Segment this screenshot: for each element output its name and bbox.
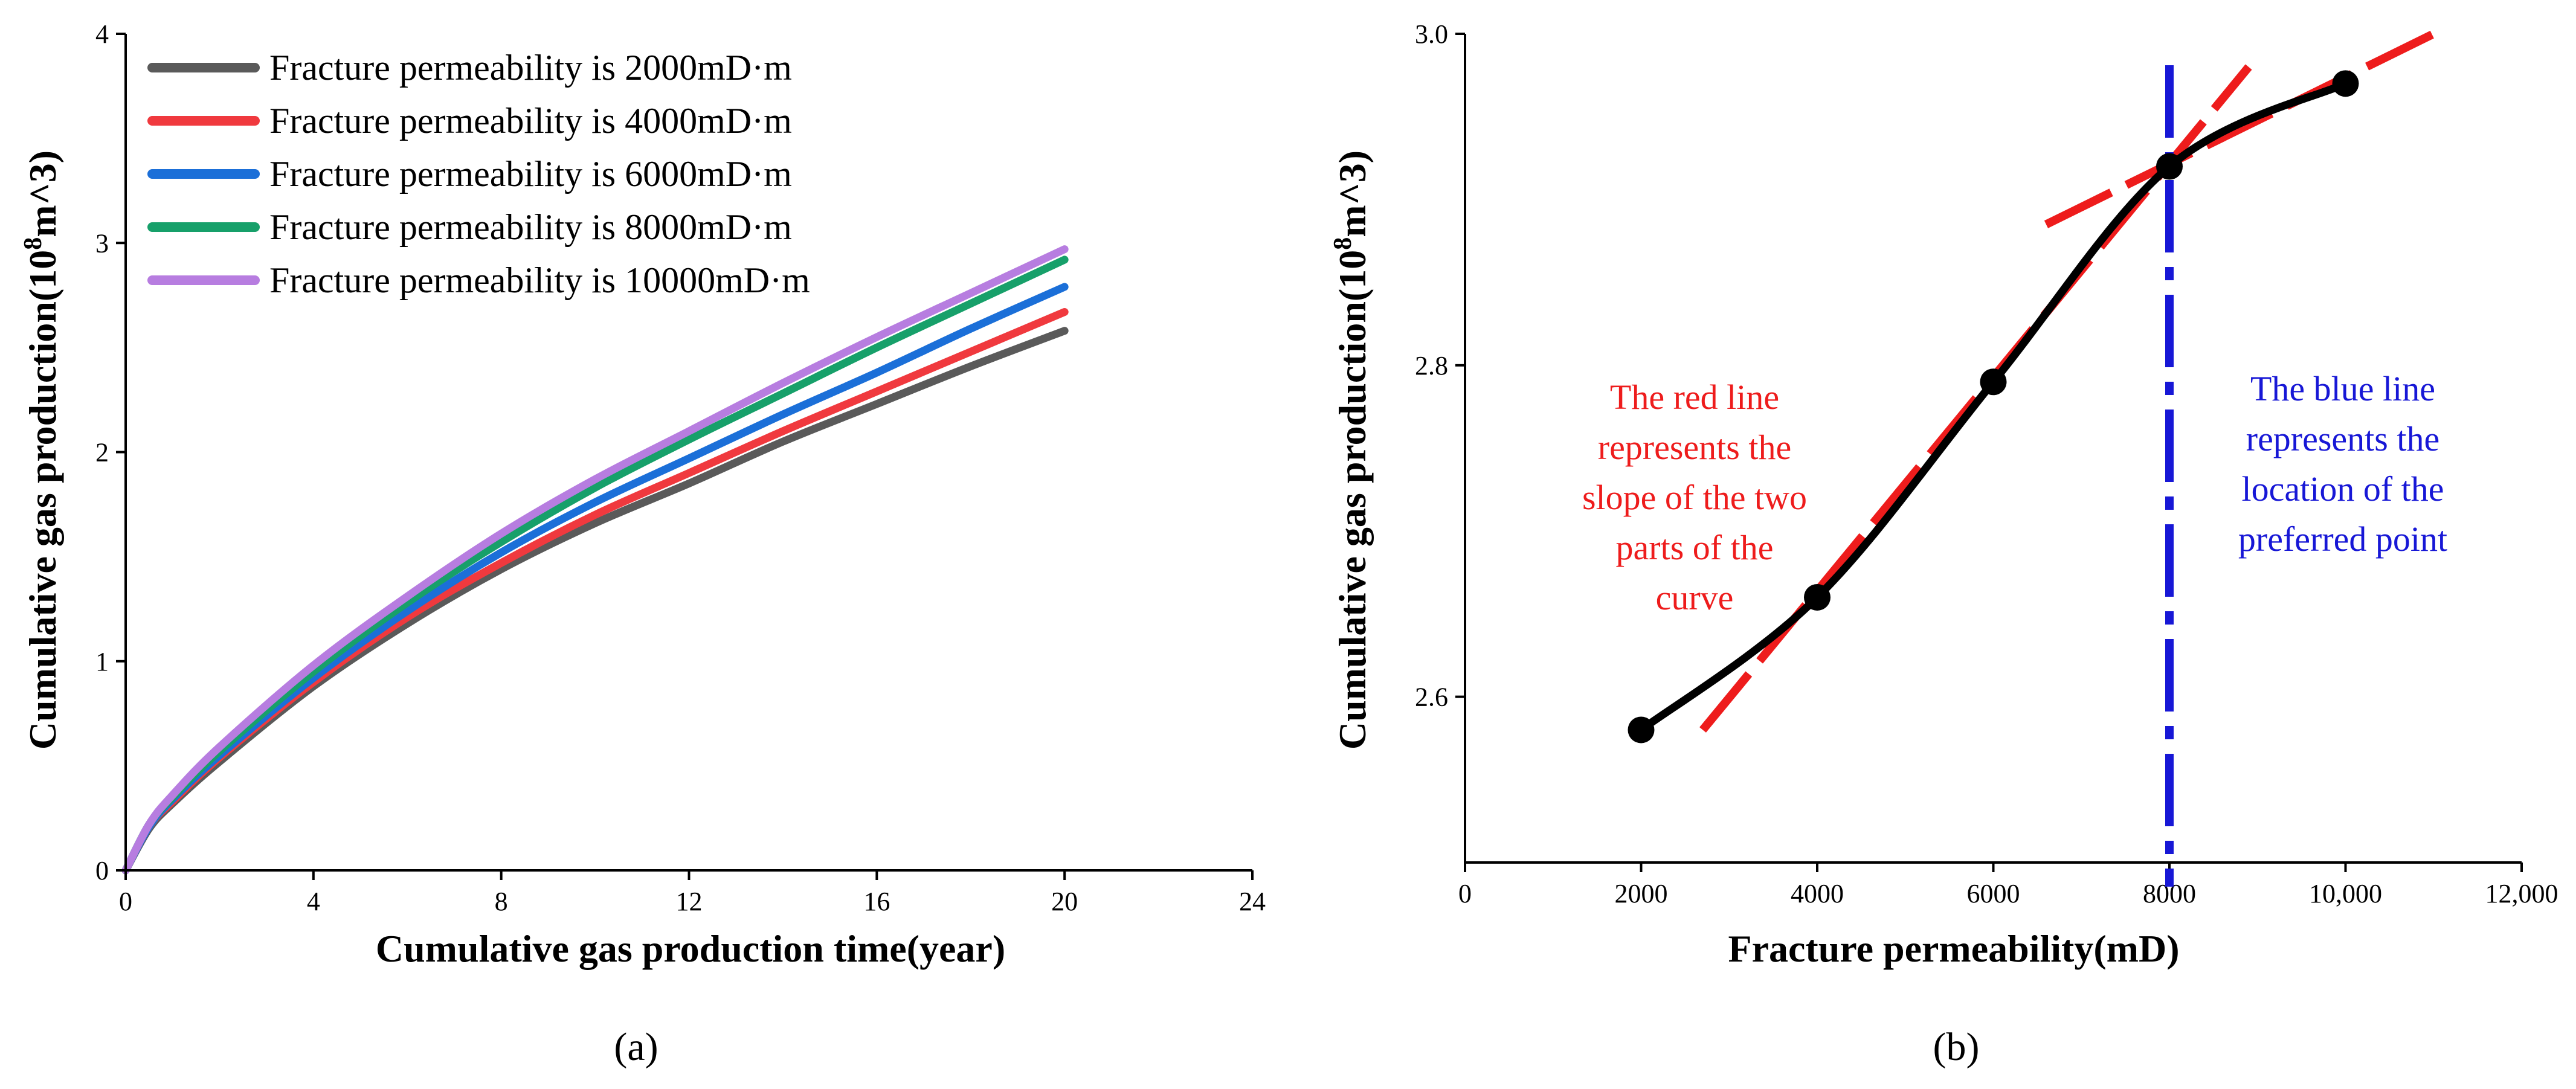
panel-a-legend-label: Fracture permeability is 4000mD·m (269, 101, 792, 141)
panel-a-x-tick-label: 20 (1051, 887, 1078, 916)
panel-a-x-tick-label: 0 (119, 887, 132, 916)
panel-b-x-tick-label: 6000 (1967, 879, 2020, 908)
panel-b-y-tick-label: 2.8 (1415, 351, 1448, 381)
panel-a-x-ticks: 0 4 8 12 16 20 24 (119, 870, 1266, 916)
panel-b-annotation-red-line: parts of the (1616, 528, 1774, 567)
panel-a-y-tick-label: 2 (95, 438, 109, 467)
panel-b-data-point (1980, 368, 2007, 396)
panel-b-x-tick-label: 12,000 (2485, 879, 2558, 908)
panel-a-legend: Fracture permeability is 2000mD·m Fractur… (147, 48, 810, 300)
panel-b-x-tick-label: 10,000 (2309, 879, 2382, 908)
panel-a-legend-label: Fracture permeability is 8000mD·m (269, 207, 792, 247)
panel-a-y-tick-label: 4 (95, 19, 109, 49)
panel-b-x-ticks: 0 2000 4000 6000 8000 10,000 12,000 (1458, 863, 2558, 908)
panel-a-x-tick-label: 8 (495, 887, 508, 916)
panel-a-y-tick-label: 1 (95, 647, 109, 676)
panel-a-y-ticks: 0 1 2 3 4 (95, 19, 126, 885)
panel-a-series-line (121, 245, 1069, 875)
panel-b-annotation-blue-line: represents the (2246, 419, 2439, 458)
panel-b-x-tick-label: 4000 (1791, 879, 1844, 908)
panel-b-data-point (1628, 716, 1655, 744)
panel-b-red-slope-line (2044, 30, 2436, 228)
panel-b-x-tick-label: 2000 (1615, 879, 1668, 908)
panel-a-x-tick-label: 16 (863, 887, 890, 916)
panel-a-y-tick-label: 3 (95, 228, 109, 258)
panel-b-annotation-red-line: The red line (1610, 377, 1779, 417)
panel-a-y-axis-title: Cumulative gas production(108m^3) (19, 150, 64, 750)
panel-a-legend-label: Fracture permeability is 6000mD·m (269, 154, 792, 194)
panel-a-series-line (121, 327, 1069, 875)
panel-b-y-tick-label: 2.6 (1415, 683, 1448, 712)
panel-b-data-point (1804, 583, 1831, 611)
panel-b-data-point (2156, 153, 2183, 180)
panel-b-annotation-blue-line: location of the (2241, 469, 2444, 509)
panel-b-data-point (2332, 70, 2359, 97)
panel-a-legend-label: Fracture permeability is 2000mD·m (269, 48, 792, 88)
panel-b-annotation-red-line: slope of the two (1582, 478, 1807, 517)
panel-a-label: (a) (614, 1025, 658, 1069)
panel-a-x-axis-title: Cumulative gas production time(year) (376, 927, 1005, 970)
panel-a-x-tick-label: 4 (307, 887, 320, 916)
panel-a-x-tick-label: 24 (1239, 887, 1266, 916)
panel-b-y-axis-title: Cumulative gas production(108m^3) (1329, 150, 1374, 750)
panel-a-y-tick-label: 0 (95, 856, 109, 885)
panel-b-annotation-blue-line: The blue line (2250, 369, 2435, 408)
panel-b-label: (b) (1933, 1025, 1980, 1069)
panel-a-series-line (121, 308, 1069, 875)
panel-b-y-tick-label: 3.0 (1415, 19, 1448, 49)
panel-a-series (121, 245, 1069, 875)
panel-a-x-tick-label: 12 (676, 887, 703, 916)
panel-b-annotation-blue: The blue line represents the location of t… (2238, 369, 2447, 559)
panel-b-x-axis-title: Fracture permeability(mD) (1728, 927, 2180, 970)
panel-b-annotation-red-line: curve (1656, 578, 1734, 617)
panel-b: 0 2000 4000 6000 8000 10,000 12,000 2.62.83.0 … (1329, 19, 2558, 1069)
panel-b-y-ticks: 2.6 2.8 3.0 (1415, 19, 1465, 712)
panel-b-annotation-red: The red line represents the slope of the t… (1582, 377, 1807, 617)
panel-b-annotation-blue-line: preferred point (2238, 519, 2447, 559)
panel-b-points (1628, 70, 2359, 744)
panel-a-legend-label: Fracture permeability is 10000mD·m (269, 260, 810, 300)
panel-b-x-tick-label: 0 (1458, 879, 1472, 908)
panel-b-annotation-red-line: represents the (1598, 428, 1791, 467)
